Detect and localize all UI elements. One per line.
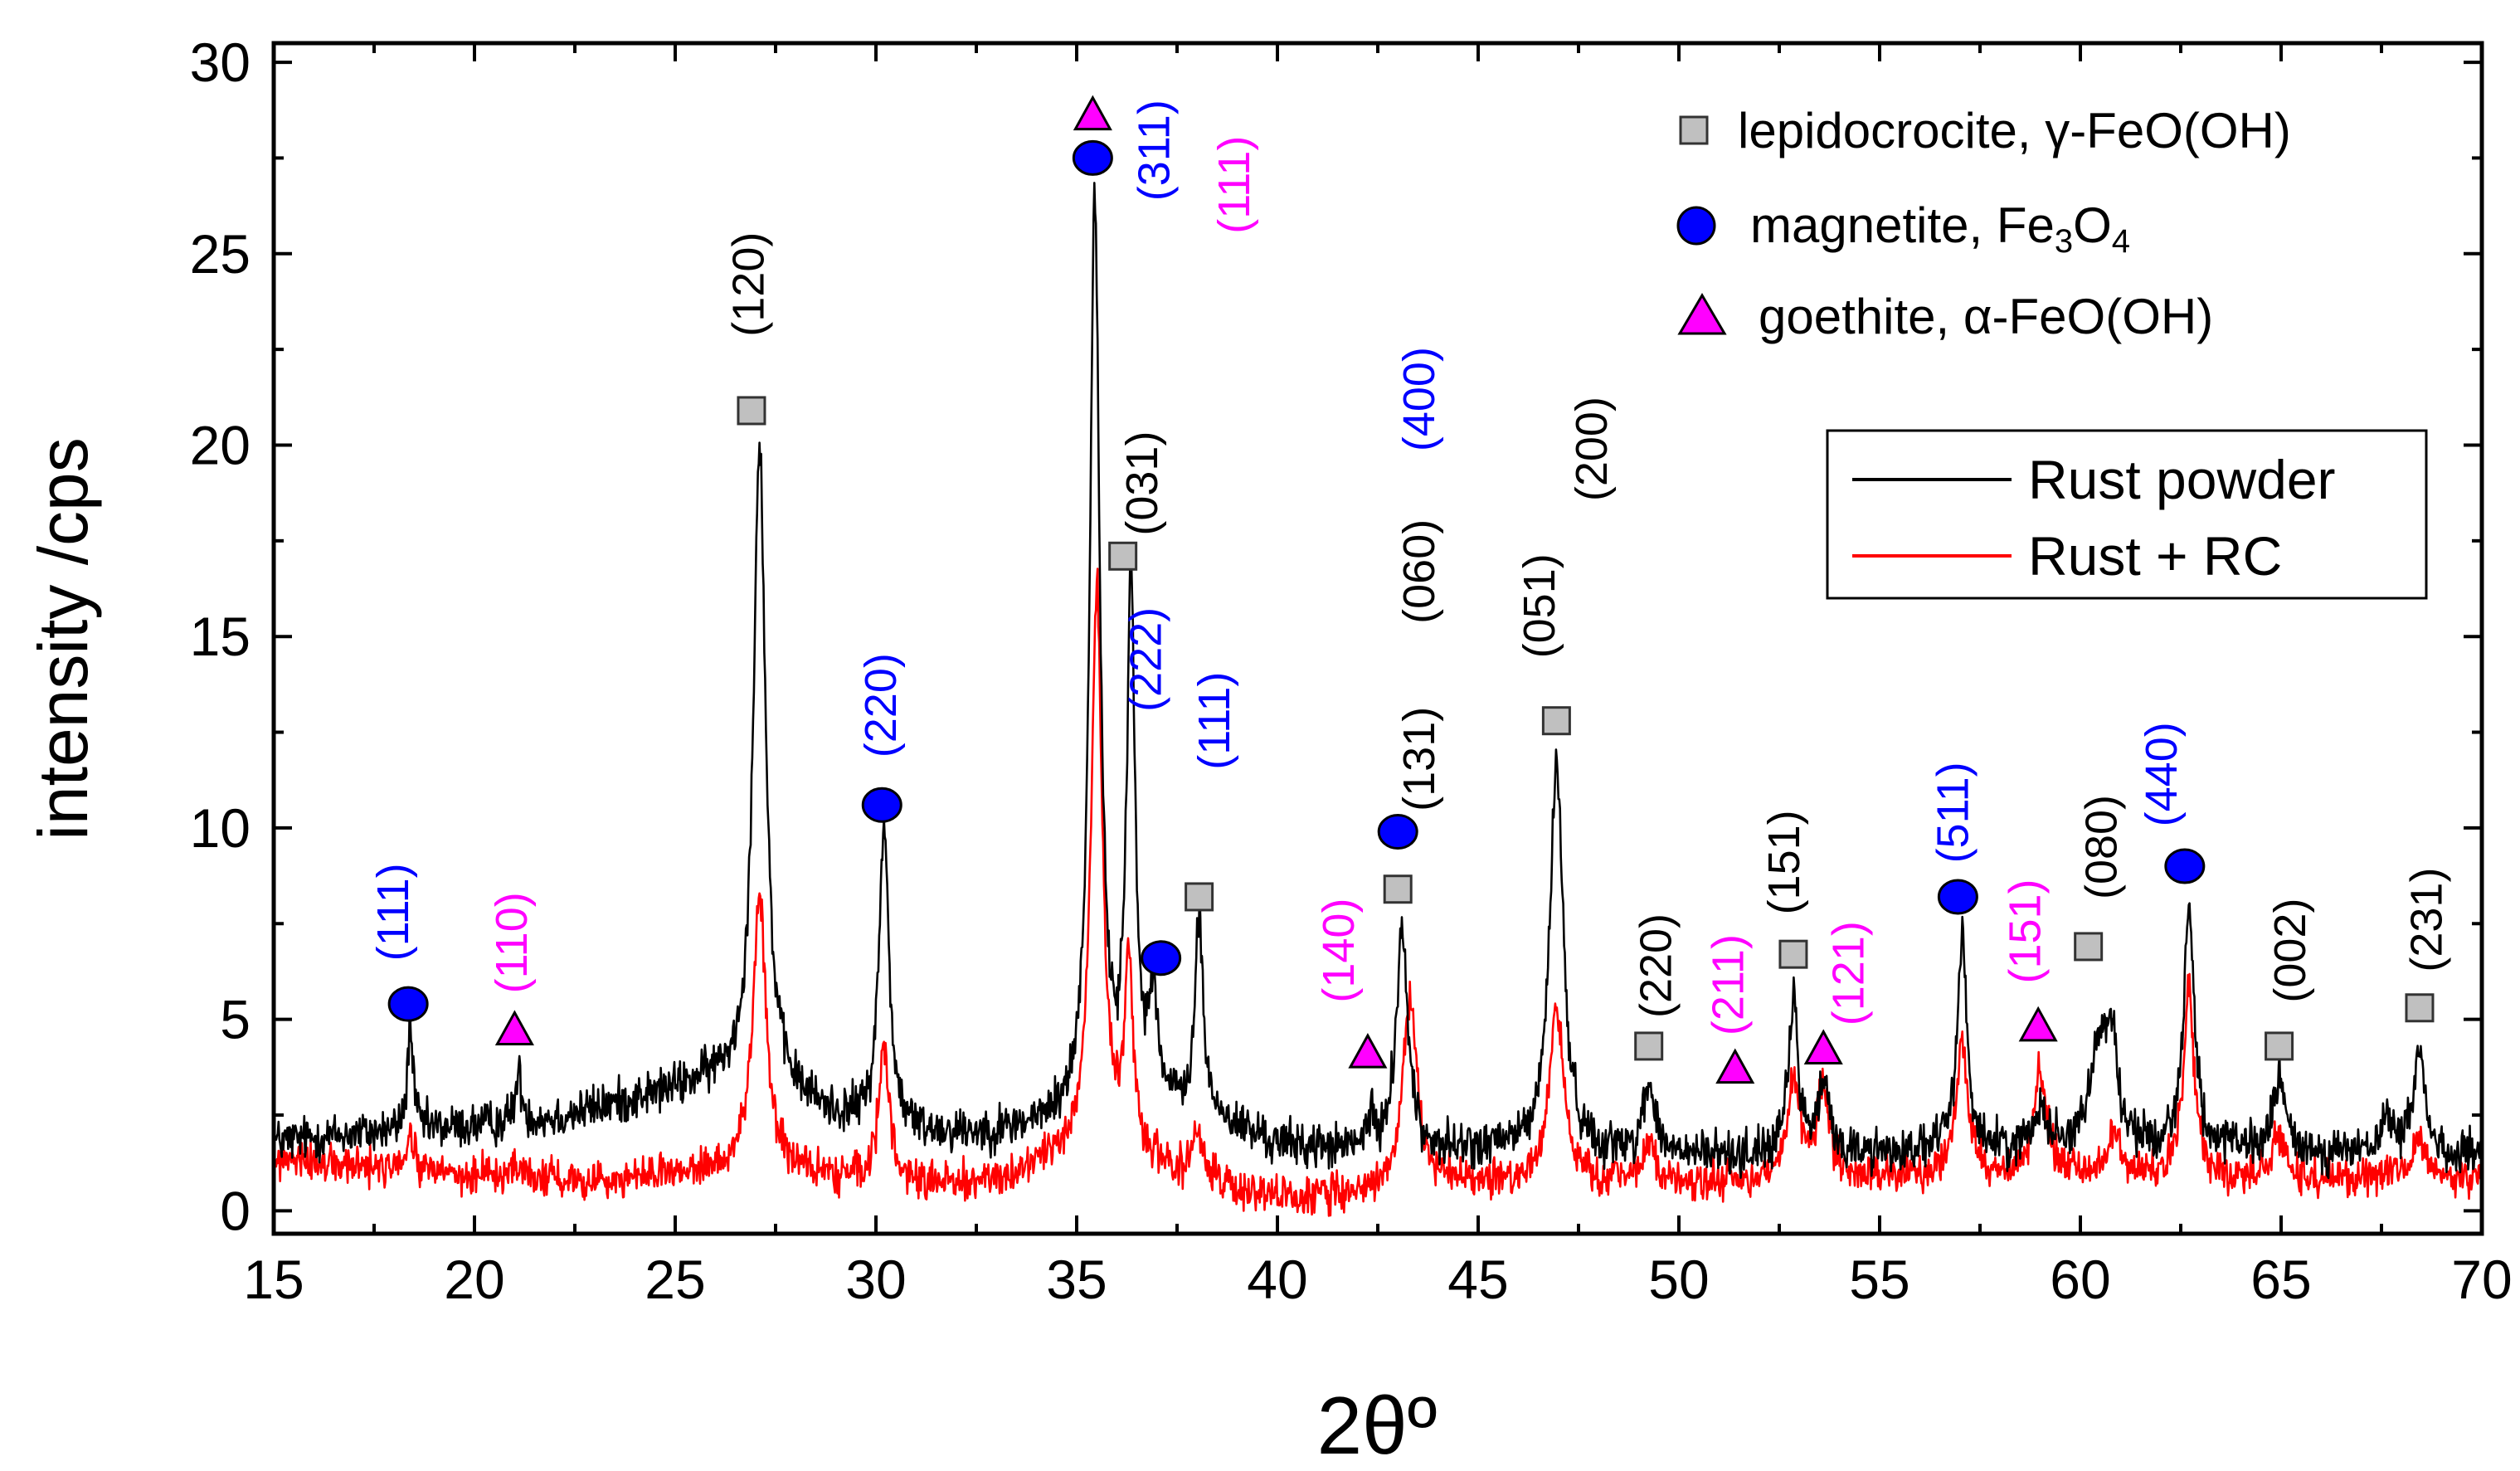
- y-axis-title: intensity /cps: [24, 437, 102, 840]
- x-tick-label: 60: [2050, 1249, 2110, 1310]
- y-tick-label: 30: [190, 32, 251, 93]
- peak-label-magnetite: (111): [368, 863, 418, 961]
- lepidocrocite-marker: [737, 396, 766, 426]
- phase-legend: lepidocrocite, γ-FeO(OH) magnetite, Fe3O…: [1676, 103, 2291, 344]
- x-tick-label: 20: [444, 1249, 504, 1310]
- peak-label-goethite: (110): [487, 892, 537, 993]
- x-axis-title: 2θº: [1317, 1380, 1438, 1471]
- lepidocrocite-marker: [1541, 706, 1571, 736]
- peak-label-magnetite: (440): [2137, 722, 2187, 826]
- legend-magnetite-sub2: 4: [2112, 223, 2130, 260]
- lepidocrocite-marker: [2265, 1031, 2294, 1061]
- legend-magnetite-label: magnetite, Fe3O4: [1750, 197, 2130, 260]
- series-legend-box: [1826, 429, 2428, 600]
- lepidocrocite-marker: [1778, 939, 1808, 969]
- lepidocrocite-marker: [1634, 1031, 1664, 1061]
- magnetite-marker: [1937, 879, 1978, 915]
- goethite-marker: [1715, 1048, 1755, 1084]
- peak-label-lepidocrocite: (002): [2265, 899, 2315, 1003]
- series-layer: [274, 182, 2482, 1217]
- y-tick-label: 20: [190, 414, 251, 475]
- phase-markers: [387, 95, 2435, 1084]
- legend-goethite-label: goethite, α-FeO(OH): [1759, 289, 2213, 344]
- peak-label-lepidocrocite: (200): [1567, 397, 1617, 501]
- x-tick-label: 70: [2451, 1249, 2512, 1310]
- goethite-marker: [2018, 1006, 2058, 1042]
- y-tick-label: 15: [190, 606, 251, 667]
- peak-label-lepidocrocite: (051): [1515, 553, 1564, 658]
- goethite-marker: [1073, 95, 1112, 131]
- x-tick-label: 30: [845, 1249, 906, 1310]
- peak-label-goethite: (111): [1209, 136, 1259, 234]
- x-tick-label: 50: [1648, 1249, 1709, 1310]
- series-line-rust-powder: [274, 182, 2482, 1180]
- goethite-marker: [1348, 1033, 1388, 1069]
- peak-label-lepidocrocite: (220): [1631, 913, 1681, 1018]
- x-tick-label: 35: [1046, 1249, 1107, 1310]
- peak-label-lepidocrocite: (120): [724, 232, 774, 337]
- magnetite-marker: [1141, 940, 1182, 977]
- legend-magnetite-symbol: [1676, 206, 1716, 246]
- x-tick-label: 25: [645, 1249, 705, 1310]
- magnetite-marker: [2164, 848, 2206, 884]
- lepidocrocite-marker: [2405, 993, 2435, 1023]
- lepidocrocite-marker: [1383, 874, 1413, 904]
- legend-rust-rc-label: Rust + RC: [2028, 525, 2282, 587]
- x-tick-label: 40: [1247, 1249, 1307, 1310]
- peak-labels: (111) (110) (120) (220) (311) (111) (031) (222)…: [368, 100, 2452, 1035]
- legend-goethite-symbol: [1677, 293, 1727, 335]
- peak-label-lepidocrocite: (131): [1394, 707, 1444, 811]
- peak-label-magnetite: (220): [856, 653, 906, 757]
- legend-rust-powder-label: Rust powder: [2028, 449, 2336, 510]
- lepidocrocite-marker: [1185, 882, 1214, 912]
- peak-label-lepidocrocite: (151): [1759, 810, 1809, 914]
- peak-label-lepidocrocite: (031): [1117, 431, 1167, 536]
- peak-label-goethite: (211): [1703, 934, 1753, 1035]
- legend-magnetite-o: O: [2073, 197, 2112, 253]
- lepidocrocite-marker: [1108, 541, 1138, 571]
- magnetite-marker: [1377, 814, 1418, 850]
- peak-label-goethite: (121): [1824, 921, 1874, 1025]
- y-tick-label: 5: [220, 989, 251, 1050]
- series-line-rust-rc: [274, 567, 2482, 1217]
- goethite-marker: [494, 1010, 534, 1045]
- peak-label-magnetite: (511): [1929, 762, 1978, 863]
- magnetite-marker: [861, 787, 902, 823]
- magnetite-marker: [387, 986, 429, 1022]
- peak-label-lepidocrocite: (060): [1394, 519, 1444, 624]
- magnetite-marker: [1072, 139, 1113, 176]
- legend-magnetite-sub1: 3: [2055, 223, 2073, 260]
- peak-label-magnetite: (400): [1394, 347, 1444, 451]
- x-tick-label: 65: [2250, 1249, 2311, 1310]
- peak-label-goethite: (151): [2001, 879, 2051, 983]
- legend-lepidocrocite-symbol: [1679, 115, 1709, 145]
- x-tick-label: 45: [1447, 1249, 1508, 1310]
- goethite-marker: [1803, 1029, 1843, 1065]
- legend-magnetite-text: magnetite, Fe: [1750, 197, 2055, 253]
- peak-label-goethite: (140): [1314, 899, 1364, 1003]
- peak-label-lepidocrocite: (080): [2077, 795, 2127, 899]
- peak-label-lepidocrocite: (231): [2402, 868, 2452, 972]
- y-tick-label: 25: [190, 223, 251, 285]
- axes-ticks: 15 20 25 30 35 40 45 50 55 60 65 70 0 5 10 15 20 25 30: [190, 32, 2513, 1310]
- legend-lepidocrocite-label: lepidocrocite, γ-FeO(OH): [1738, 103, 2291, 158]
- series-legend: Rust powder Rust + RC: [1826, 429, 2428, 600]
- peak-label-magnetite: (111): [1189, 672, 1239, 770]
- y-tick-label: 0: [220, 1180, 251, 1241]
- x-tick-label: 15: [243, 1249, 304, 1310]
- lepidocrocite-marker: [2074, 932, 2104, 962]
- peak-label-magnetite: (311): [1129, 100, 1179, 201]
- peak-label-magnetite: (222): [1121, 607, 1171, 712]
- x-tick-label: 55: [1849, 1249, 1909, 1310]
- y-tick-label: 10: [190, 797, 251, 859]
